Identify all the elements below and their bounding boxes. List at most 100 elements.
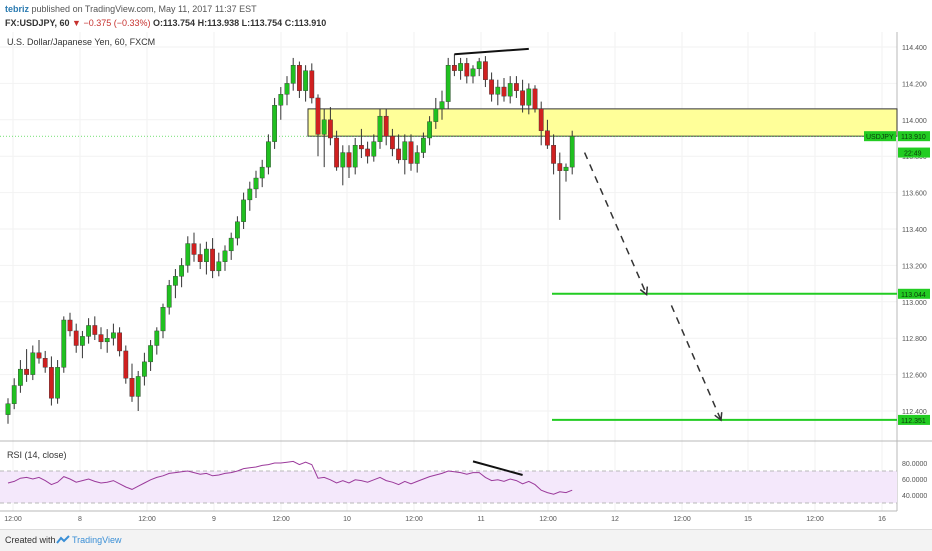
candle-down [346,152,352,168]
candle-up [79,336,85,346]
candle-up [61,319,67,368]
author-name[interactable]: tebriz [5,4,30,14]
candle-down [49,367,54,399]
candle-down [129,378,135,397]
open-label: O:113.754 [153,18,196,28]
chart-header: tebriz published on TradingView.com, May… [0,0,932,32]
current-price-marker [898,131,930,142]
price-tick-label: 112.400 [902,409,927,416]
candle-down [545,130,550,146]
candle-up [476,61,482,70]
candle-up [86,325,92,337]
candle-up [340,152,346,168]
candle-up [104,338,110,343]
price-tick-label: 114.200 [902,81,927,88]
resistance-zone[interactable] [307,108,898,137]
candle-up [18,368,23,386]
candle-down [315,97,321,135]
candle-up [216,261,222,272]
candle-up [11,385,17,404]
candle-up [495,86,501,95]
countdown-marker [898,147,930,158]
price-tick-label: 113.000 [902,300,927,307]
candle-up [569,135,575,168]
candle-down [514,83,519,91]
tradingview-brand[interactable]: TradingView [72,535,122,545]
time-tick-label: 10 [343,516,351,523]
candle-down [191,243,197,255]
candle-down [24,368,29,375]
candle-down [408,141,414,164]
divergence-trendline [454,47,529,56]
close-label: C:113.910 [284,18,327,28]
candle-up [470,68,476,77]
candle-down [538,108,544,131]
candle-up [154,330,160,346]
candle-up [166,285,172,308]
candles [5,54,575,424]
symbol-label: FX:USDJPY, 60 [5,18,70,28]
annotations [454,47,723,476]
footer: Created with TradingView [0,529,932,551]
time-tick-label: 12:00 [673,516,691,523]
candle-down [483,61,488,80]
candle-down [309,70,315,99]
candle-up [172,276,178,286]
symbol-tag-text: USDJPY [866,134,894,141]
candle-down [365,148,370,157]
candle-down [390,135,395,150]
price-tick-label: 113.200 [902,263,927,270]
rsi-band [0,471,897,503]
candle-up [321,119,327,135]
candle-up [160,307,166,332]
price-chart[interactable]: U.S. Dollar/Japanese Yen, 60, FXCM RSI (… [0,0,932,529]
candle-up [203,248,209,262]
candle-down [334,137,339,168]
ohlc-line: FX:USDJPY, 60 ▼ −0.375 (−0.33%) O:113.75… [5,18,326,28]
chart-background [0,32,932,529]
candle-up [371,141,377,157]
time-tick-label: 12:00 [806,516,824,523]
candle-up [458,63,463,71]
candle-down [328,119,333,139]
rsi-label: RSI (14, close) [7,450,67,460]
candle-up [445,64,451,102]
candle-down [117,332,123,352]
candle-up [228,237,234,252]
candle-down [520,90,526,106]
candle-up [266,141,271,168]
candle-down [359,145,364,150]
candle-down [73,330,79,346]
candle-down [98,334,104,343]
published-text: published on TradingView.com, May 11, 20… [31,4,257,14]
rsi-tick-label: 40.0000 [902,493,927,500]
level-price-text: 112.351 [901,418,926,425]
rsi-line [7,460,573,495]
countdown-text: 22:49 [904,151,922,158]
candle-up [234,221,240,239]
candle-down [489,79,494,95]
candle-up [247,188,253,201]
candle-up [272,105,277,142]
level-price-text: 113.044 [901,292,926,299]
candle-up [507,83,513,97]
dashed-arrow-line [670,305,722,421]
candle-down [551,145,557,164]
candle-up [222,250,228,262]
price-tick-label: 113.400 [902,227,927,234]
low-label: L:113.754 [241,18,283,28]
time-tick-label: 12:00 [4,516,22,523]
candle-down [452,64,457,71]
dashed-arrow [583,152,649,296]
candle-up [526,88,532,106]
candle-down [532,88,538,110]
price-tick-label: 114.400 [902,45,927,52]
candle-up [414,152,420,164]
time-tick-label: 12:00 [272,516,290,523]
price-tick-label: 114.000 [902,118,927,125]
candle-down [92,325,98,335]
time-tick-label: 16 [878,516,886,523]
candle-down [383,115,389,137]
candle-up [259,166,265,179]
price-tick-label: 113.600 [902,191,927,198]
